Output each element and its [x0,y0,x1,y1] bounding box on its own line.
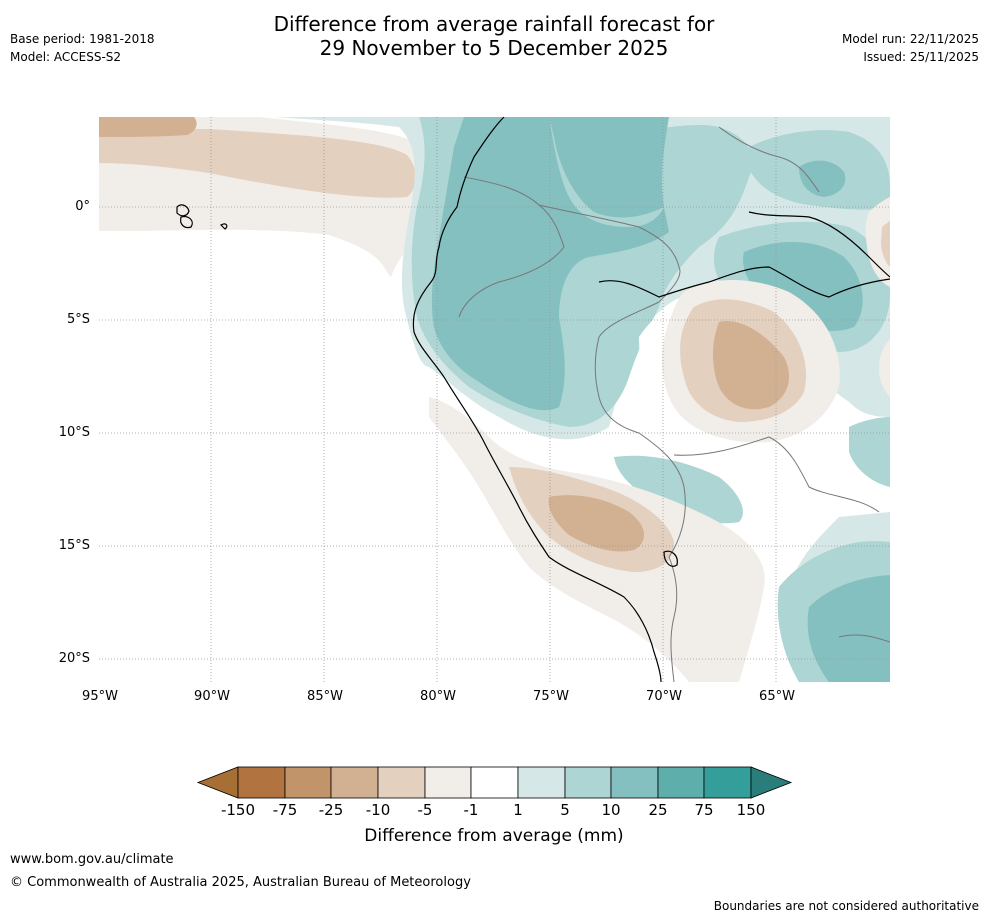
colorbar-segment-8 [564,766,612,799]
footer-copyright: © Commonwealth of Australia 2025, Austra… [10,875,471,890]
coast-peru-chile [443,376,662,682]
colorbar-tick-12: 150 [736,801,766,819]
contour-wet-bolivia-light [614,455,743,524]
colorbar-segment-11 [703,766,752,799]
colorbar-arrow-low [196,766,239,799]
lon-label-85w: 85°W [307,689,343,704]
lat-label-10s: 10°S [58,425,90,440]
contour-dry-dark-coast [548,495,645,552]
colorbar-tick-6: -1 [463,801,479,819]
contour-wet-mid [431,117,669,411]
lon-label-65w: 65°W [759,689,795,704]
colorbar-tick-4: -10 [365,801,391,819]
colorbar-tick-9: 10 [601,801,621,819]
colorbar-segment-7 [517,766,566,799]
contour-dry-east-south [879,339,890,397]
lon-label-75w: 75°W [533,689,569,704]
border-bolivia-argentina [838,634,890,643]
colorbar [196,766,793,799]
map-title: Difference from average rainfall forecas… [0,12,988,60]
country-borders [458,126,890,682]
lon-label-80w: 80°W [420,689,456,704]
rainfall-map [99,117,890,682]
border-peru-brazil [594,301,660,434]
footer-disclaimer: Boundaries are not considered authoritat… [713,899,979,913]
border-colombia-venezuela [538,204,681,303]
border-chile-bolivia [668,556,678,682]
title-line-1: Difference from average rainfall forecas… [273,12,715,36]
model-name: Model: ACCESS-S2 [10,50,122,64]
colorbar-segment-9 [610,766,659,799]
galapagos-island-3 [220,223,228,230]
contour-wet-southeast-mid [807,575,890,682]
river-amazon [598,266,890,298]
contour-dry-dark-interior [713,321,789,410]
colorbar-segment-5 [424,766,472,799]
meta-right: Model run: 22/11/2025 Issued: 25/11/2025 [842,30,979,66]
galapagos-island-2 [180,216,193,229]
border-bolivia-brazil [673,436,880,513]
colorbar-segment-10 [657,766,705,799]
coast-colombia-ecuador [412,117,505,378]
colorbar-segment-1 [237,766,286,799]
lat-label-15s: 15°S [58,538,90,553]
lake-titicaca [663,550,678,567]
colorbar-tick-5: -5 [417,801,433,819]
contour-dry-east-mid [881,221,890,267]
colorbar-segment-4 [377,766,426,799]
colorbar-tick-8: 5 [560,801,570,819]
contour-wet-north-amazon-mid [799,160,846,197]
colorbar-tick-2: -75 [272,801,298,819]
colorbar-arrow-high [750,766,793,799]
river-negro [748,211,890,278]
contour-dry-mid-pacific [99,129,417,198]
issued-date: Issued: 25/11/2025 [863,50,979,64]
contour-layers [99,117,890,682]
base-period: Base period: 1981-2018 [10,32,155,46]
model-run: Model run: 22/11/2025 [841,32,979,46]
colorbar-tick-11: 75 [694,801,714,819]
lat-label-0: 0° [75,199,90,214]
coastlines [176,117,890,682]
lat-label-20s: 20°S [58,651,90,666]
lon-label-90w: 90°W [194,689,230,704]
gridlines [99,117,890,682]
colorbar-tick-7: 1 [513,801,523,819]
border-colombia-ecuador-peru [458,176,565,318]
lon-label-70w: 70°W [646,689,682,704]
contour-dry-dark-pacific [99,117,197,137]
contour-wet-mid-north [549,117,669,218]
colorbar-segment-2 [284,766,332,799]
title-line-2: 29 November to 5 December 2025 [319,36,669,60]
footer-url: www.bom.gov.au/climate [10,852,174,867]
lon-label-95w: 95°W [82,689,118,704]
galapagos-island-1 [176,204,190,217]
border-venezuela-brazil [718,126,820,193]
contour-dry-east [865,197,890,287]
meta-left: Base period: 1981-2018 Model: ACCESS-S2 [10,30,155,66]
colorbar-segment-6 [470,766,519,799]
lat-label-5s: 5°S [66,312,90,327]
colorbar-tick-3: -25 [318,801,344,819]
border-peru-bolivia [638,432,686,558]
colorbar-tick-10: 25 [648,801,668,819]
contour-wet-east-light [849,417,890,487]
colorbar-segment-3 [330,766,379,799]
colorbar-tick-1: -150 [220,801,256,819]
colorbar-title: Difference from average (mm) [364,826,624,846]
